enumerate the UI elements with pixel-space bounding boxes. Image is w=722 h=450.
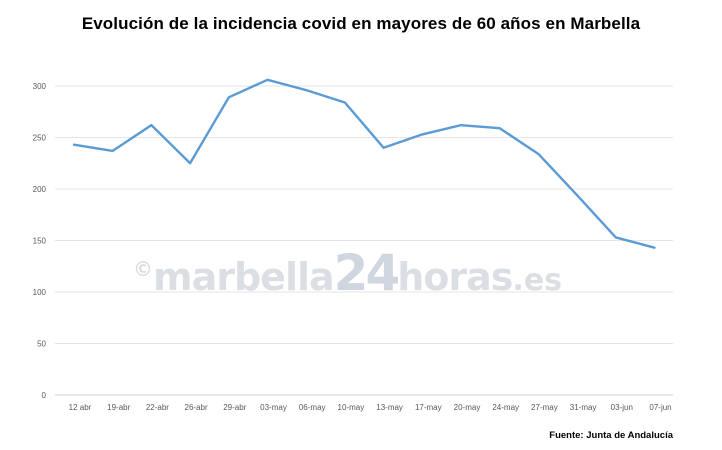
y-tick-label: 0	[42, 391, 47, 400]
x-axis-ticks: 12 abr 19-abr 22-abr 26-abr 29-abr 03-may 06-m…	[69, 403, 672, 412]
x-tick-label: 17-may	[415, 403, 442, 412]
x-tick-label: 22-abr	[146, 403, 169, 412]
gridlines	[55, 85, 673, 396]
y-tick-label: 150	[33, 237, 47, 246]
series-group	[72, 78, 656, 249]
x-tick-label: 10-may	[338, 403, 365, 412]
x-tick-label: 31-may	[570, 403, 597, 412]
x-tick-label: 07-jun	[649, 403, 671, 412]
chart-title: Evolución de la incidencia covid en mayo…	[81, 14, 641, 33]
x-tick-label: 03-may	[260, 403, 287, 412]
x-tick-label: 24-may	[492, 403, 519, 412]
x-tick-label: 29-abr	[223, 403, 246, 412]
y-tick-label: 100	[33, 288, 47, 297]
x-tick-label: 26-abr	[185, 403, 208, 412]
y-tick-label: 300	[33, 82, 47, 91]
series-line-0	[72, 78, 656, 249]
x-tick-label: 12 abr	[69, 403, 92, 412]
x-tick-label: 27-may	[531, 403, 558, 412]
y-axis-ticks: 0 50 100 150 200 250 300	[33, 82, 47, 400]
y-tick-label: 250	[33, 134, 47, 143]
y-tick-label: 50	[37, 340, 46, 349]
x-tick-label: 19-abr	[107, 403, 130, 412]
x-tick-label: 13-may	[376, 403, 403, 412]
y-tick-label: 200	[33, 185, 47, 194]
x-tick-label: 06-may	[299, 403, 326, 412]
source-note: Fuente: Junta de Andalucía	[549, 430, 673, 441]
x-tick-label: 03-jun	[611, 403, 633, 412]
x-tick-label: 20-may	[454, 403, 481, 412]
